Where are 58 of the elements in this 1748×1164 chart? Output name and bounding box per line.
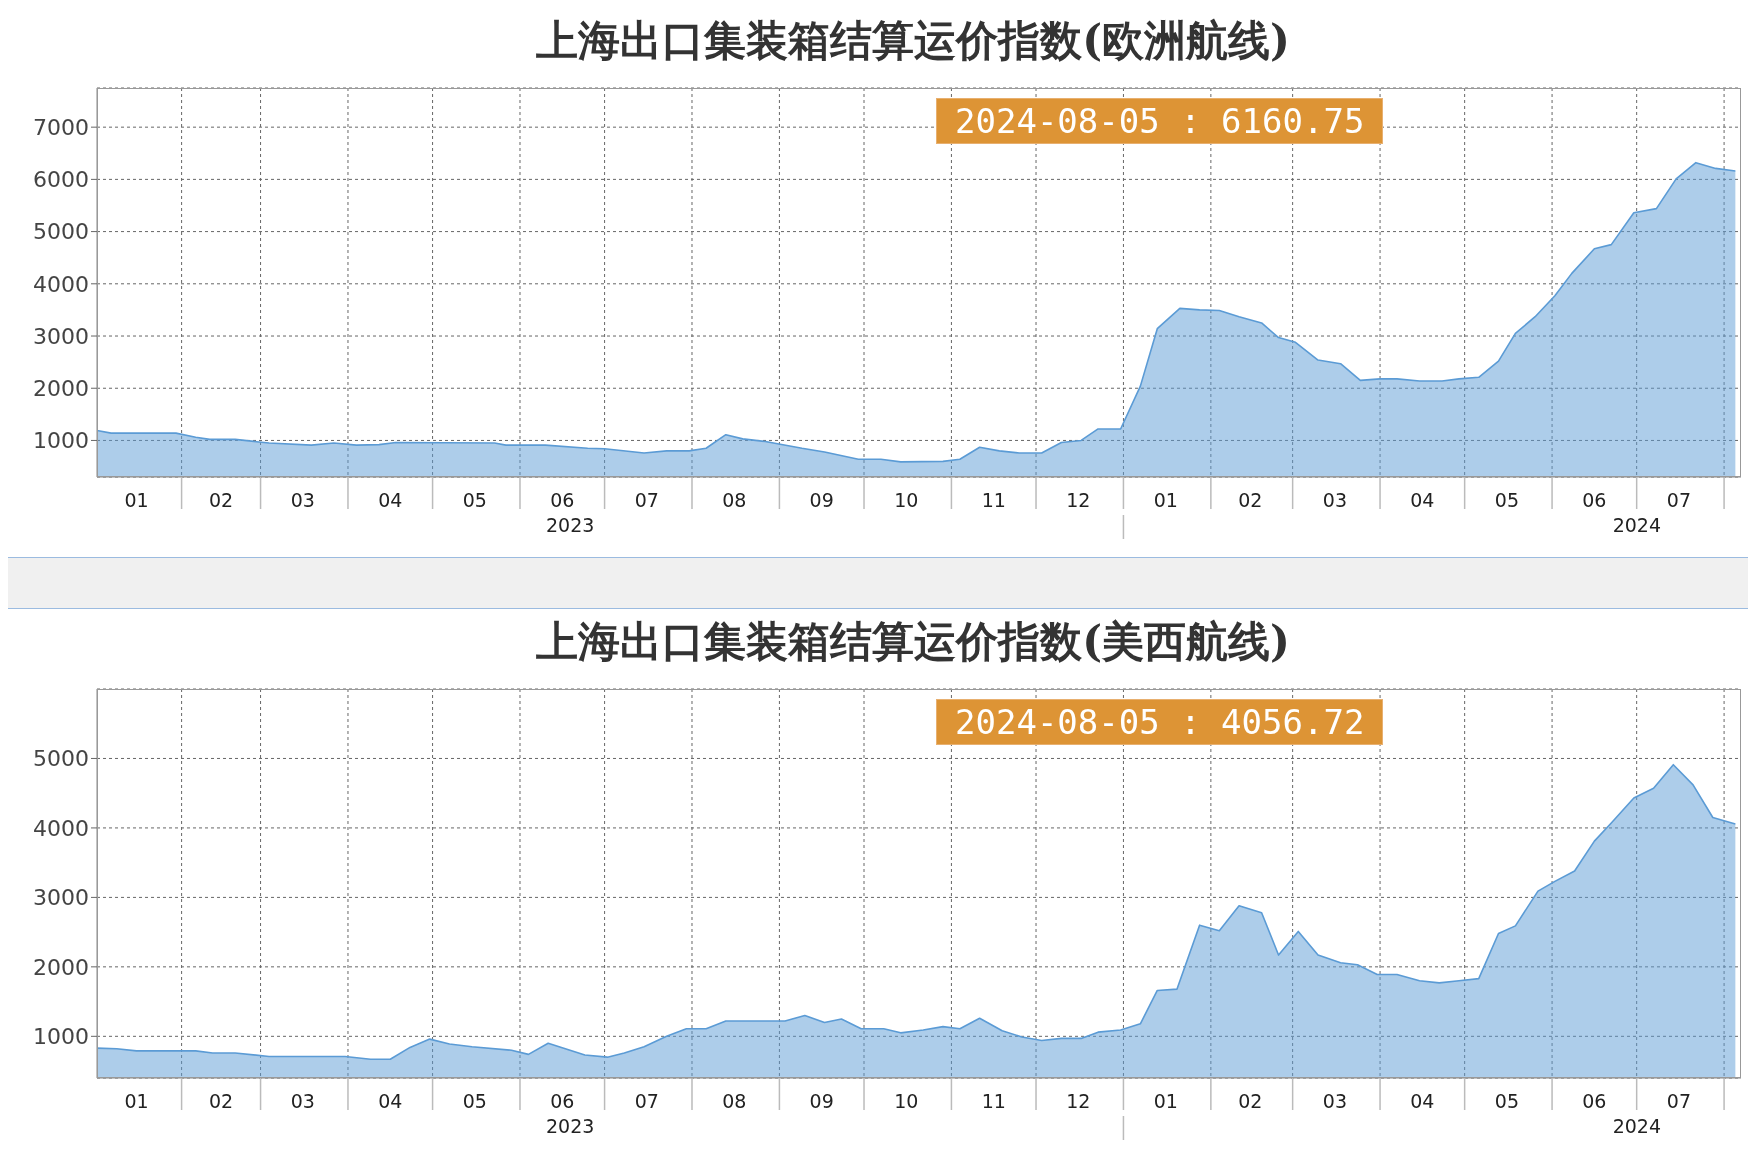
x-tick-label: 01 bbox=[1153, 489, 1178, 511]
y-tick-label: 2000 bbox=[33, 376, 89, 402]
x-tick-label: 01 bbox=[1153, 1090, 1178, 1112]
x-tick-label: 05 bbox=[462, 1090, 487, 1112]
y-tick-label: 4000 bbox=[33, 815, 89, 841]
y-tick-label: 1000 bbox=[33, 1024, 89, 1050]
x-tick-label: 09 bbox=[809, 1090, 834, 1112]
y-tick-label: 1000 bbox=[33, 428, 89, 454]
x-tick-label: 12 bbox=[1066, 1090, 1091, 1112]
x-tick-label: 02 bbox=[1238, 1090, 1263, 1112]
text: 2023 bbox=[546, 1115, 595, 1137]
x-tick-label: 09 bbox=[809, 489, 834, 511]
y-tick-label: 7000 bbox=[33, 114, 89, 140]
x-tick-label: 04 bbox=[378, 1090, 403, 1112]
x-tick-label: 11 bbox=[981, 1090, 1006, 1112]
y-tick-label: 3000 bbox=[33, 323, 89, 349]
x-tick-label: 06 bbox=[550, 1090, 575, 1112]
x-tick-label: 06 bbox=[550, 489, 575, 511]
chart-title: 上海出口集装箱结算运价指数(美西航线) bbox=[535, 616, 1291, 668]
x-tick-label: 10 bbox=[894, 1090, 919, 1112]
x-tick-label: 04 bbox=[1410, 489, 1435, 511]
x-tick-label: 02 bbox=[1238, 489, 1263, 511]
x-tick-label: 10 bbox=[894, 489, 919, 511]
x-tick-label: 06 bbox=[1582, 489, 1607, 511]
x-tick-label: 08 bbox=[722, 489, 747, 511]
x-tick-label: 06 bbox=[1582, 1090, 1607, 1112]
text: 2024 bbox=[1612, 1115, 1661, 1137]
x-tick-label: 04 bbox=[1410, 1090, 1435, 1112]
text: 2024 bbox=[1612, 514, 1661, 536]
chart-title: 上海出口集装箱结算运价指数(欧洲航线) bbox=[535, 15, 1291, 67]
x-tick-label: 03 bbox=[1322, 1090, 1348, 1112]
x-tick-label: 03 bbox=[290, 489, 315, 511]
y-tick-label: 2000 bbox=[33, 954, 89, 980]
text: 2023 bbox=[546, 514, 595, 536]
x-tick-label: 05 bbox=[1494, 1090, 1520, 1112]
y-tick-label: 4000 bbox=[33, 271, 89, 297]
annotation: 2024-08-05 : 6160.75 bbox=[936, 98, 1384, 144]
x-tick-label: 05 bbox=[1494, 489, 1520, 511]
y-tick-label: 3000 bbox=[33, 885, 89, 911]
x-tick-label: 02 bbox=[208, 1090, 234, 1112]
x-tick-label: 01 bbox=[124, 1090, 149, 1112]
x-tick-label: 08 bbox=[722, 1090, 747, 1112]
x-tick-label: 02 bbox=[208, 489, 234, 511]
x-tick-label: 07 bbox=[1666, 1090, 1692, 1112]
x-tick-label: 11 bbox=[981, 489, 1006, 511]
x-tick-label: 05 bbox=[462, 489, 487, 511]
x-tick-label: 03 bbox=[290, 1090, 315, 1112]
x-tick-label: 07 bbox=[634, 1090, 659, 1112]
y-tick-label: 5000 bbox=[33, 219, 89, 245]
annotation: 2024-08-05 : 4056.72 bbox=[936, 699, 1384, 745]
x-tick-label: 04 bbox=[378, 489, 403, 511]
x-tick-label: 07 bbox=[634, 489, 659, 511]
x-tick-label: 01 bbox=[124, 489, 149, 511]
y-tick-label: 6000 bbox=[33, 167, 89, 193]
x-tick-label: 03 bbox=[1322, 489, 1348, 511]
y-tick-label: 5000 bbox=[33, 746, 89, 772]
x-tick-label: 07 bbox=[1666, 489, 1692, 511]
x-tick-label: 12 bbox=[1066, 489, 1091, 511]
